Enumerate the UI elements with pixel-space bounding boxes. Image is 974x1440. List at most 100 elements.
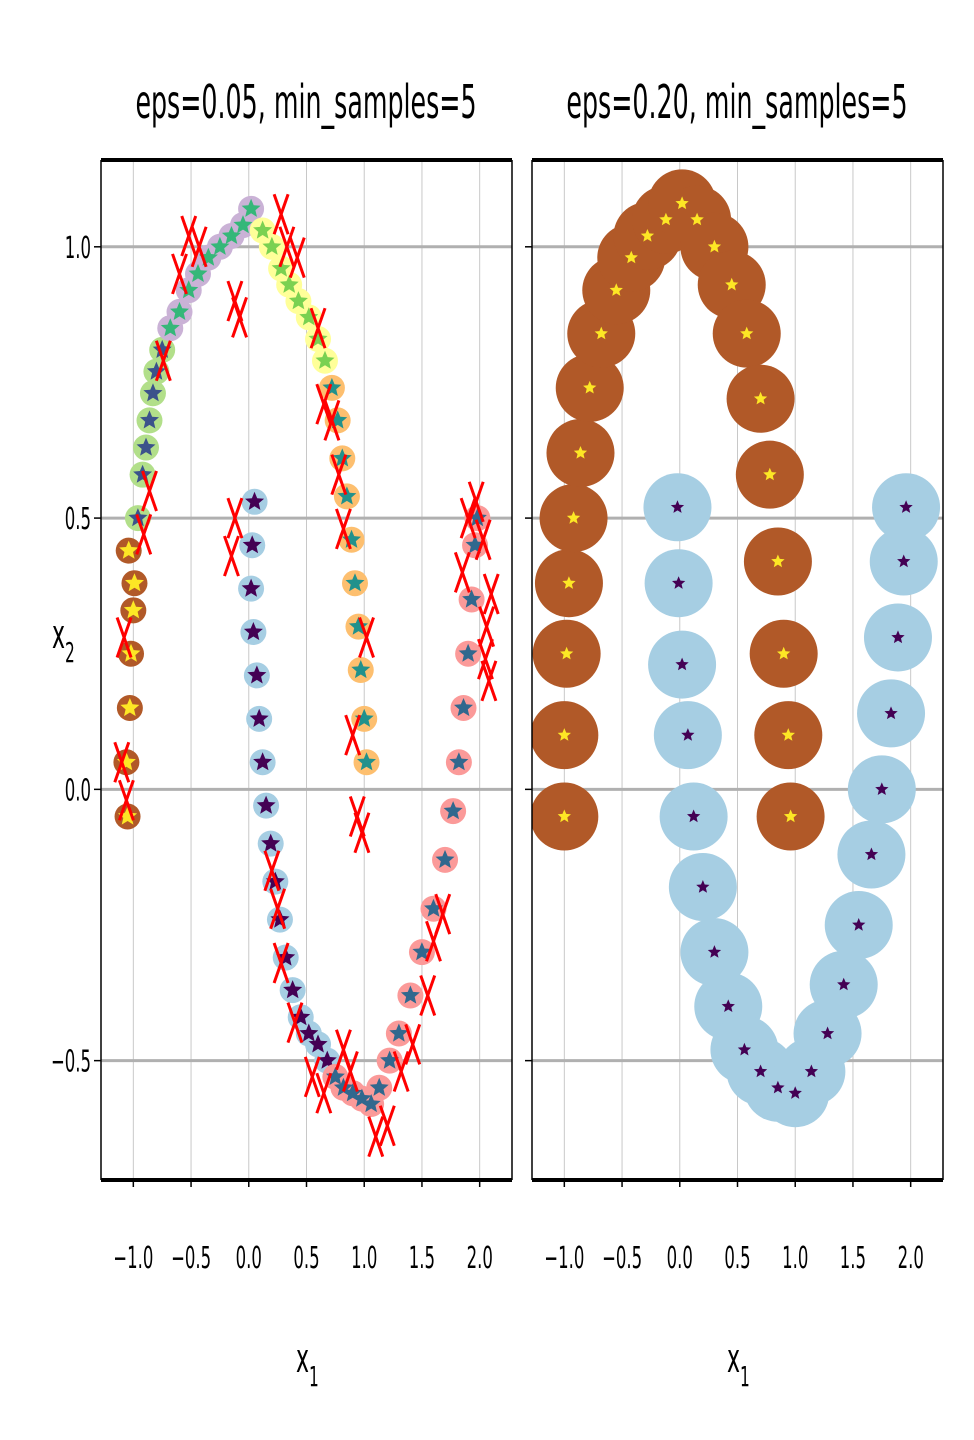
y-tick-label: 0.0 bbox=[65, 773, 91, 808]
cluster-1-core-point bbox=[852, 918, 866, 931]
cluster-2-core-point bbox=[210, 236, 230, 255]
cluster-0-core-point bbox=[707, 239, 722, 253]
x-tick-label: 0.5 bbox=[724, 1241, 750, 1276]
cluster-2-core-point bbox=[188, 263, 208, 282]
cluster-5-core-point bbox=[283, 980, 303, 999]
x-tick-label: 1.0 bbox=[351, 1241, 377, 1276]
noise-point bbox=[309, 307, 327, 349]
noise-point bbox=[419, 975, 437, 1017]
noise-point bbox=[117, 779, 135, 821]
cluster-6-core-point bbox=[424, 898, 443, 917]
noise-point bbox=[278, 226, 296, 268]
cluster-1-core-point bbox=[891, 630, 905, 644]
noise-point bbox=[180, 215, 198, 257]
cluster-0-core-point bbox=[624, 250, 638, 264]
cluster-3-core-point bbox=[279, 274, 299, 293]
noise-point bbox=[367, 1116, 385, 1158]
cluster-6-core-point bbox=[462, 589, 482, 608]
x-tick-label: 2.0 bbox=[898, 1241, 924, 1276]
cluster-6-core-point bbox=[369, 1077, 389, 1096]
cluster-6-core-point bbox=[435, 849, 455, 868]
noise-point bbox=[404, 1023, 422, 1065]
cluster-1-core-point bbox=[696, 880, 710, 893]
noise-point bbox=[392, 1050, 410, 1092]
chart-panel-left: eps=0.05, min_samples=5 −1.0 −0.5 0.0 0.5 1.… bbox=[51, 76, 513, 1394]
noise-point bbox=[459, 497, 477, 539]
cluster-6-core-point bbox=[465, 535, 485, 554]
cluster-5-core-point bbox=[256, 795, 276, 814]
noise-point bbox=[477, 638, 494, 680]
noise-point bbox=[269, 888, 287, 930]
cluster-0-core-point bbox=[781, 728, 795, 741]
cluster-0-core-point bbox=[675, 196, 689, 210]
x-tick-label: −1.0 bbox=[113, 1241, 153, 1276]
axes-frame-right bbox=[525, 158, 944, 1187]
x-axis-label-left: x1 bbox=[296, 1335, 319, 1394]
chart-panel-right: eps=0.20, min_samples=5 −1.0 −0.5 0.0 0.5 1.… bbox=[525, 76, 944, 1393]
cluster-0-core-point bbox=[583, 380, 597, 394]
axes-frame-left bbox=[94, 158, 513, 1187]
cluster-2-core-point bbox=[179, 280, 199, 299]
cluster-0-core-point bbox=[640, 229, 655, 242]
cluster-5-core-point bbox=[242, 535, 262, 554]
chart-title-left: eps=0.05, min_samples=5 bbox=[135, 76, 476, 129]
noise-point bbox=[453, 551, 471, 593]
cluster-0-core-point bbox=[783, 809, 798, 823]
cluster-2-core-point bbox=[170, 301, 189, 320]
cluster-0-core-point bbox=[119, 540, 139, 559]
cluster-1-core-point bbox=[721, 999, 735, 1012]
cluster-1-core-point bbox=[753, 1064, 768, 1078]
tick-labels-left: −1.0 −0.5 0.0 0.5 1.0 1.5 2.0 −0.5 0.0 0.5 1.0 bbox=[51, 231, 493, 1276]
cluster-0-core-point bbox=[557, 809, 571, 823]
cluster-1-core-point bbox=[675, 657, 689, 671]
x-tick-label: 1.5 bbox=[840, 1241, 866, 1276]
cluster-1-core-point bbox=[707, 945, 722, 958]
cluster-3-core-point bbox=[315, 350, 335, 369]
cluster-5-core-point bbox=[245, 491, 265, 510]
cluster-4-core-point bbox=[345, 573, 365, 592]
cluster-6-core-point bbox=[400, 985, 420, 1004]
x-tick-label: 0.0 bbox=[236, 1241, 262, 1276]
cluster-5-core-point bbox=[247, 665, 267, 684]
cluster-1-core-point bbox=[771, 1080, 785, 1094]
cluster-0-core-point bbox=[725, 277, 739, 291]
noise-point bbox=[226, 497, 244, 539]
noise-point bbox=[272, 942, 290, 984]
cluster-0-core-point bbox=[763, 467, 777, 481]
cluster-4-core-point bbox=[337, 486, 357, 505]
cluster-1-core-point bbox=[146, 361, 166, 380]
noise-point bbox=[467, 481, 485, 523]
noise-point bbox=[358, 616, 375, 658]
cluster-0-core-point bbox=[777, 646, 791, 660]
noise-point bbox=[223, 535, 240, 577]
cluster-3-core-point bbox=[253, 220, 273, 239]
cluster-1-core-point bbox=[672, 576, 686, 589]
y-tick-label: 0.5 bbox=[65, 502, 91, 537]
cluster-5-core-point bbox=[243, 622, 263, 641]
cluster-1-core-point bbox=[897, 554, 911, 568]
y-tick-label: 1.0 bbox=[65, 231, 91, 266]
y-axis-label: x2 bbox=[52, 611, 75, 670]
x-tick-label: 0.5 bbox=[293, 1241, 319, 1276]
x-tick-label: 1.0 bbox=[782, 1241, 808, 1276]
noise-point bbox=[474, 519, 492, 561]
cluster-0-core-point bbox=[771, 554, 785, 568]
x-tick-label: 0.0 bbox=[667, 1241, 693, 1276]
cluster-5-core-point bbox=[249, 708, 269, 727]
cluster-5-core-point bbox=[241, 578, 261, 597]
cluster-1-core-point bbox=[804, 1064, 818, 1078]
noise-point bbox=[190, 226, 208, 268]
cluster-6-core-point bbox=[443, 801, 463, 820]
cluster-6-core-point bbox=[325, 1066, 345, 1085]
cluster-1-core-point bbox=[136, 437, 156, 456]
x-tick-label: 2.0 bbox=[467, 1241, 493, 1276]
noise-point bbox=[480, 660, 498, 702]
noise-point bbox=[263, 850, 281, 892]
cluster-2-core-point bbox=[233, 215, 253, 234]
cluster-6-core-point bbox=[467, 508, 487, 527]
cluster-0-core-point bbox=[557, 728, 571, 741]
cluster-4-core-point bbox=[342, 529, 361, 548]
noise-point bbox=[353, 812, 371, 854]
noise-point bbox=[141, 470, 158, 512]
